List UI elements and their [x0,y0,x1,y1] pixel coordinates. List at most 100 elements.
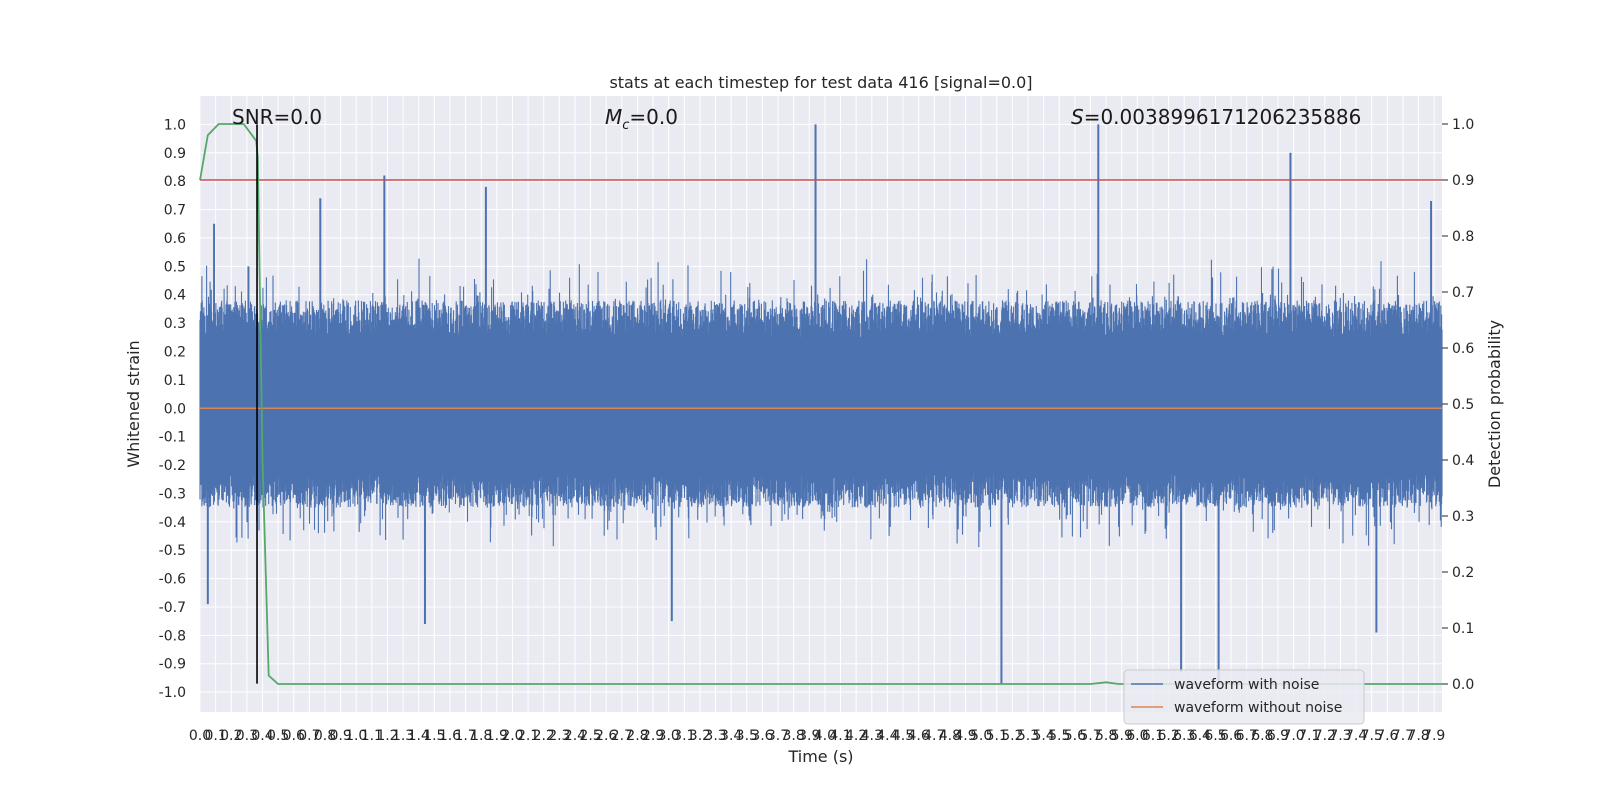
x-tick-label: 1.7 [454,728,476,744]
y-tick-label: -0.6 [159,572,186,588]
y-tick-label: -1.0 [159,685,186,701]
y-tick-label: 0.6 [164,231,186,247]
x-tick-label: 2.2 [533,728,555,744]
y2-tick-label: 1.0 [1452,117,1474,133]
mc-symbol: M [605,105,622,129]
x-tick-label: 3.4 [720,728,742,744]
x-tick-label: 3.9 [798,728,820,744]
x-tick-label: 3.1 [673,728,695,744]
y2-tick-label: 0.2 [1452,565,1474,581]
x-tick-label: 2.7 [611,728,633,744]
x-tick-label: 0.1 [204,728,226,744]
x-tick-label: 1.5 [423,728,445,744]
x-tick-label: 4.6 [908,728,930,744]
x-tick-label: 4.5 [892,728,914,744]
x-tick-label: 6.7 [1236,728,1258,744]
x-tick-label: 1.2 [376,728,398,744]
y-tick-label: 0.5 [164,259,186,275]
y-axis-label: Whitened strain [124,340,143,467]
x-tick-label: 5.7 [1079,728,1101,744]
y-tick-label: 0.9 [164,146,186,162]
x-tick-label: 2.5 [579,728,601,744]
y-tick-label: 0.3 [164,316,186,332]
x-tick-label: 5.0 [970,728,992,744]
x-tick-label: 6.4 [1189,728,1211,744]
x-tick-label: 7.8 [1407,728,1429,744]
line-series [199,123,1442,685]
y2-tick-label: 0.0 [1452,677,1474,693]
x-tick-label: 0.3 [236,728,258,744]
x-tick-label: 1.6 [439,728,461,744]
y2-tick-label: 0.4 [1452,453,1474,469]
x-axis-label: Time (s) [787,747,853,766]
x-tick-label: 4.1 [829,728,851,744]
x-tick-label: 3.6 [751,728,773,744]
x-tick-label: 5.6 [1064,728,1086,744]
x-tick-label: 2.1 [517,728,539,744]
x-tick-label: 5.8 [1095,728,1117,744]
x-tick-label: 6.8 [1251,728,1273,744]
y-tick-label: 0.7 [164,203,186,219]
mc-value: =0.0 [629,105,678,129]
y-tick-label: 0.4 [164,288,186,304]
x-tick-label: 7.4 [1345,728,1367,744]
legend: waveform with noise waveform without noi… [1123,669,1365,725]
x-tick-label: 6.0 [1126,728,1148,744]
y2-tick-label: 0.8 [1452,229,1474,245]
x-tick-label: 4.4 [876,728,898,744]
y2-tick-label: 0.5 [1452,397,1474,413]
x-tick-label: 0.8 [314,728,336,744]
x-tick-label: 7.0 [1282,728,1304,744]
y-tick-label: -0.1 [159,430,186,446]
x-tick-label: 6.6 [1220,728,1242,744]
mc-subscript: c [622,118,629,133]
x-tick-label: 2.6 [595,728,617,744]
mc-annotation: Mc=0.0 [605,105,678,133]
x-tick-label: 6.2 [1157,728,1179,744]
y-tick-label: -0.9 [159,657,186,673]
x-tick-label: 0.2 [220,728,242,744]
x-tick-label: 3.0 [658,728,680,744]
x-tick-label: 5.5 [1048,728,1070,744]
x-tick-label: 6.1 [1142,728,1164,744]
x-tick-label: 1.1 [361,728,383,744]
x-tick-label: 1.8 [470,728,492,744]
x-tick-label: 1.0 [345,728,367,744]
x-tick-label: 3.3 [704,728,726,744]
y2-tick-label: 0.9 [1452,173,1474,189]
x-tick-label: 4.2 [845,728,867,744]
y-tick-label: -0.4 [159,515,186,531]
x-tick-label: 7.6 [1376,728,1398,744]
x-tick-label: 3.8 [783,728,805,744]
x-tick-label: 4.9 [954,728,976,744]
s-annotation: S=0.0038996171206235886 [1071,105,1361,129]
x-tick-label: 4.0 [814,728,836,744]
y-tick-label: -0.5 [159,543,186,559]
x-tick-label: 0.6 [283,728,305,744]
x-tick-label: 2.0 [501,728,523,744]
y2-axis-label: Detection probability [1485,320,1504,488]
y-tick-label: 0.2 [164,344,186,360]
x-tick-label: 5.4 [1032,728,1054,744]
y-tick-label: 0.0 [164,401,186,417]
x-tick-label: 2.8 [626,728,648,744]
legend-box [1123,669,1365,725]
x-tick-label: 2.9 [642,728,664,744]
y-tick-label: 0.8 [164,174,186,190]
x-tick-label: 4.3 [861,728,883,744]
detection-probability-line [199,123,1442,685]
y-tick-label: 1.0 [164,117,186,133]
y-tick-label: -0.7 [159,600,186,616]
y-tick-label: -0.3 [159,486,186,502]
y-tick-label: -0.2 [159,458,186,474]
x-tick-label: 1.9 [486,728,508,744]
x-tick-label: 5.9 [1111,728,1133,744]
x-tick-label: 5.3 [1017,728,1039,744]
x-tick-label: 1.3 [392,728,414,744]
x-tick-label: 4.8 [939,728,961,744]
x-tick-label: 0.0 [189,728,211,744]
x-tick-label: 7.9 [1423,728,1445,744]
y2-tick-label: 0.7 [1452,285,1474,301]
x-tick-label: 0.4 [251,728,273,744]
x-tick-label: 5.2 [1001,728,1023,744]
